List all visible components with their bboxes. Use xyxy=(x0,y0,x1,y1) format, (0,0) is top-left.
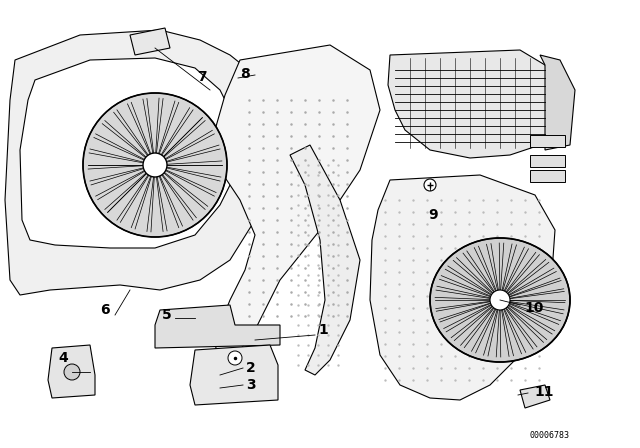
Circle shape xyxy=(83,93,227,237)
Text: 9: 9 xyxy=(428,208,438,222)
Circle shape xyxy=(490,290,510,310)
Text: 10: 10 xyxy=(524,301,543,315)
Polygon shape xyxy=(5,30,270,295)
Polygon shape xyxy=(520,385,550,408)
Text: 11: 11 xyxy=(534,385,554,399)
Polygon shape xyxy=(370,175,555,400)
Polygon shape xyxy=(130,28,170,55)
Text: 1: 1 xyxy=(318,323,328,337)
Text: 5: 5 xyxy=(163,308,172,322)
Polygon shape xyxy=(530,170,565,182)
Polygon shape xyxy=(20,58,235,248)
Polygon shape xyxy=(155,305,280,348)
Polygon shape xyxy=(530,155,565,167)
Circle shape xyxy=(64,364,80,380)
Polygon shape xyxy=(190,345,278,405)
Polygon shape xyxy=(48,345,95,398)
Text: 8: 8 xyxy=(240,67,250,81)
Polygon shape xyxy=(290,145,360,375)
Polygon shape xyxy=(215,45,380,360)
Text: 7: 7 xyxy=(197,70,207,84)
Text: 00006783: 00006783 xyxy=(530,431,570,440)
Polygon shape xyxy=(530,135,565,147)
Text: 2: 2 xyxy=(246,361,256,375)
Circle shape xyxy=(228,351,242,365)
Polygon shape xyxy=(388,50,560,158)
Circle shape xyxy=(143,153,167,177)
Text: 4: 4 xyxy=(58,351,68,365)
Circle shape xyxy=(424,179,436,191)
Text: 3: 3 xyxy=(246,378,255,392)
Ellipse shape xyxy=(430,238,570,362)
Polygon shape xyxy=(540,55,575,150)
Text: 6: 6 xyxy=(100,303,110,317)
